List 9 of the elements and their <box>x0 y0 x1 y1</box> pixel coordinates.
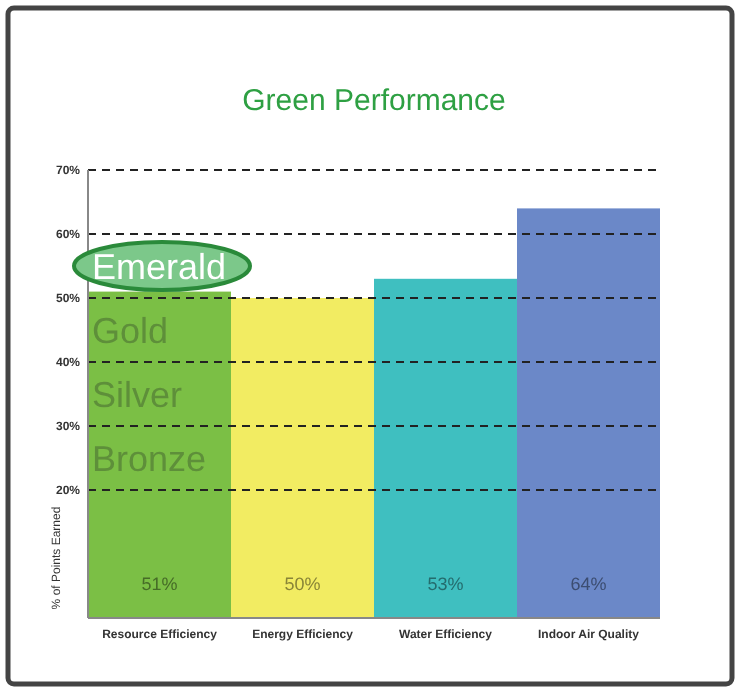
bar <box>374 278 517 618</box>
data-label: 53% <box>427 574 464 594</box>
bar <box>231 298 374 618</box>
data-label: 50% <box>284 574 321 594</box>
data-label: 64% <box>570 574 607 594</box>
chart-title: Green Performance <box>242 84 506 118</box>
annotation: Emerald <box>92 246 227 287</box>
data-label: 51% <box>141 574 178 594</box>
bar <box>517 208 660 618</box>
